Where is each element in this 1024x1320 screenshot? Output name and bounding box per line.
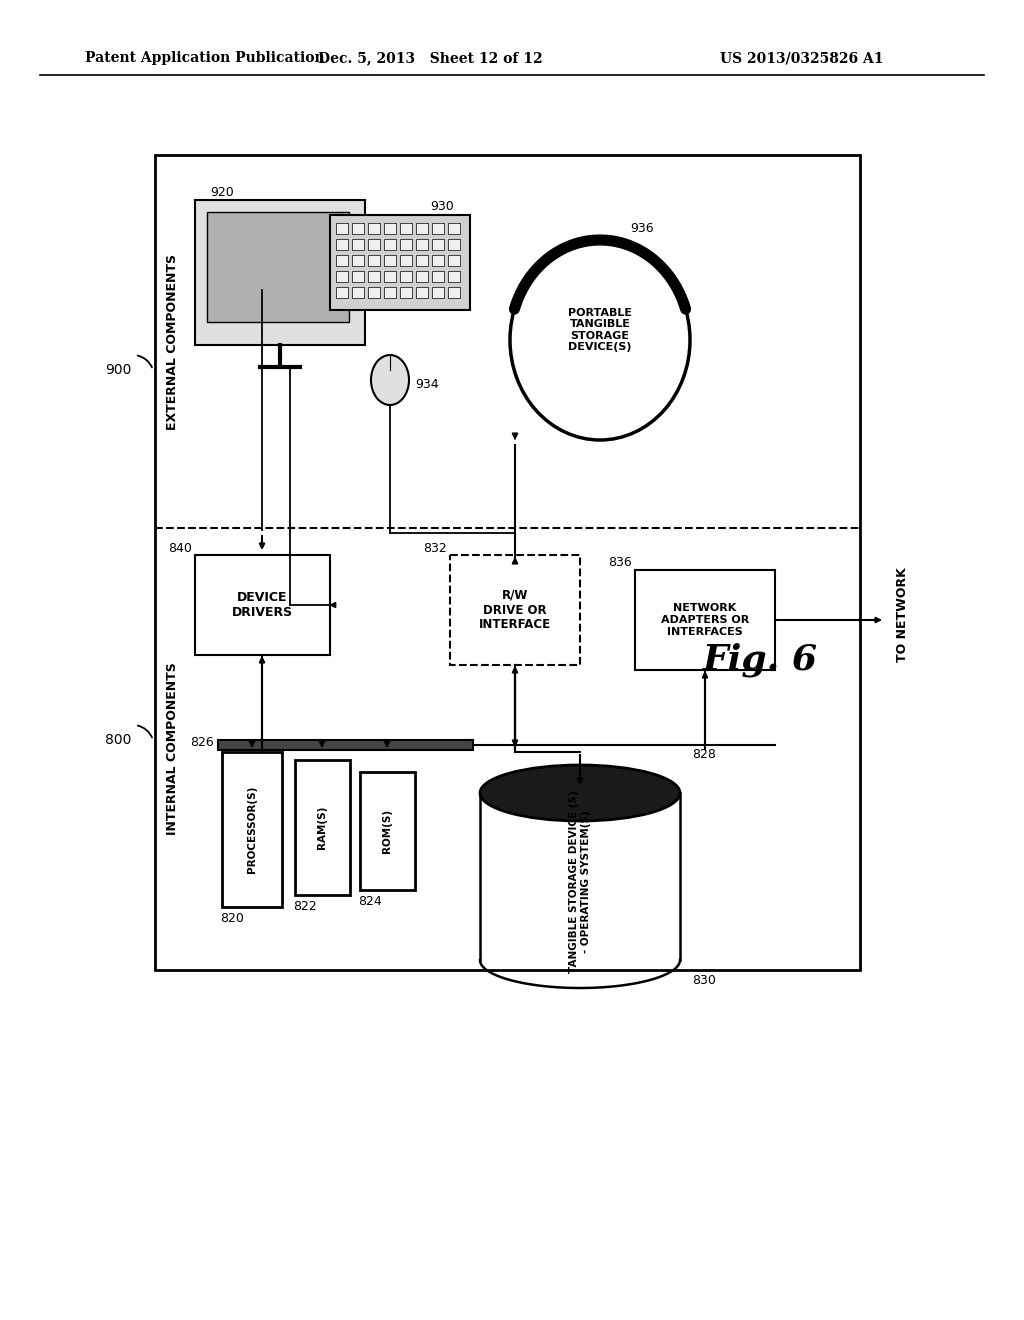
- Text: 840: 840: [168, 541, 193, 554]
- Bar: [222, 752, 282, 907]
- Text: US 2013/0325826 A1: US 2013/0325826 A1: [720, 51, 884, 65]
- Ellipse shape: [371, 355, 409, 405]
- Bar: [368, 239, 380, 249]
- Text: 930: 930: [430, 201, 454, 214]
- Text: TO NETWORK: TO NETWORK: [896, 568, 908, 663]
- Polygon shape: [480, 793, 680, 960]
- Bar: [336, 271, 348, 282]
- Bar: [368, 271, 380, 282]
- Text: 800: 800: [104, 733, 131, 747]
- Bar: [432, 223, 444, 234]
- Bar: [218, 741, 473, 750]
- Bar: [400, 286, 412, 298]
- Text: PROCESSOR(S): PROCESSOR(S): [247, 785, 257, 873]
- Text: 934: 934: [415, 379, 438, 392]
- Text: RAM(S): RAM(S): [317, 805, 327, 849]
- Bar: [352, 239, 364, 249]
- Text: Patent Application Publication: Patent Application Publication: [85, 51, 325, 65]
- Text: 900: 900: [104, 363, 131, 378]
- Text: 832: 832: [423, 541, 447, 554]
- Bar: [432, 286, 444, 298]
- Text: 826: 826: [190, 735, 214, 748]
- Text: INTERNAL COMPONENTS: INTERNAL COMPONENTS: [167, 663, 179, 836]
- Text: R/W
DRIVE OR
INTERFACE: R/W DRIVE OR INTERFACE: [479, 589, 551, 631]
- Bar: [384, 255, 396, 267]
- Bar: [450, 554, 580, 665]
- Bar: [432, 255, 444, 267]
- Text: ROM(S): ROM(S): [382, 809, 392, 853]
- Bar: [352, 271, 364, 282]
- Bar: [432, 271, 444, 282]
- Text: 828: 828: [692, 748, 716, 762]
- Bar: [368, 255, 380, 267]
- Bar: [368, 286, 380, 298]
- Text: EXTERNAL COMPONENTS: EXTERNAL COMPONENTS: [167, 253, 179, 429]
- Bar: [330, 215, 470, 310]
- Bar: [416, 255, 428, 267]
- Bar: [352, 223, 364, 234]
- Text: 920: 920: [210, 186, 233, 199]
- Bar: [384, 286, 396, 298]
- Bar: [384, 239, 396, 249]
- Bar: [155, 154, 860, 970]
- Bar: [432, 239, 444, 249]
- Text: 820: 820: [220, 912, 244, 925]
- Bar: [368, 223, 380, 234]
- Bar: [336, 239, 348, 249]
- Text: 836: 836: [608, 556, 632, 569]
- Bar: [195, 201, 365, 345]
- Bar: [449, 286, 460, 298]
- Bar: [345, 272, 353, 280]
- Bar: [400, 239, 412, 249]
- Bar: [207, 213, 349, 322]
- Bar: [336, 223, 348, 234]
- Bar: [400, 223, 412, 234]
- Bar: [295, 760, 350, 895]
- Text: 822: 822: [293, 900, 316, 913]
- Bar: [416, 239, 428, 249]
- Ellipse shape: [510, 240, 690, 440]
- Bar: [449, 271, 460, 282]
- Bar: [384, 223, 396, 234]
- Text: Dec. 5, 2013   Sheet 12 of 12: Dec. 5, 2013 Sheet 12 of 12: [317, 51, 543, 65]
- Bar: [360, 772, 415, 890]
- Bar: [384, 271, 396, 282]
- Bar: [635, 570, 775, 671]
- Text: NETWORK
ADAPTERS OR
INTERFACES: NETWORK ADAPTERS OR INTERFACES: [660, 603, 750, 636]
- Text: DEVICE
DRIVERS: DEVICE DRIVERS: [231, 591, 293, 619]
- Ellipse shape: [480, 766, 680, 821]
- Text: 824: 824: [358, 895, 382, 908]
- Text: TANGIBLE STORAGE DEVICE (S)
- OPERATING SYSTEM(S): TANGIBLE STORAGE DEVICE (S) - OPERATING …: [569, 791, 591, 973]
- Bar: [400, 271, 412, 282]
- Bar: [449, 255, 460, 267]
- Bar: [416, 223, 428, 234]
- Bar: [416, 271, 428, 282]
- Text: 936: 936: [630, 222, 653, 235]
- Bar: [400, 255, 412, 267]
- Text: PORTABLE
TANGIBLE
STORAGE
DEVICE(S): PORTABLE TANGIBLE STORAGE DEVICE(S): [568, 308, 632, 352]
- Bar: [449, 223, 460, 234]
- Text: Fig. 6: Fig. 6: [702, 643, 817, 677]
- Bar: [416, 286, 428, 298]
- Bar: [449, 239, 460, 249]
- Text: 830: 830: [692, 974, 716, 986]
- Bar: [336, 286, 348, 298]
- Bar: [195, 554, 330, 655]
- Bar: [336, 255, 348, 267]
- Bar: [352, 255, 364, 267]
- Bar: [352, 286, 364, 298]
